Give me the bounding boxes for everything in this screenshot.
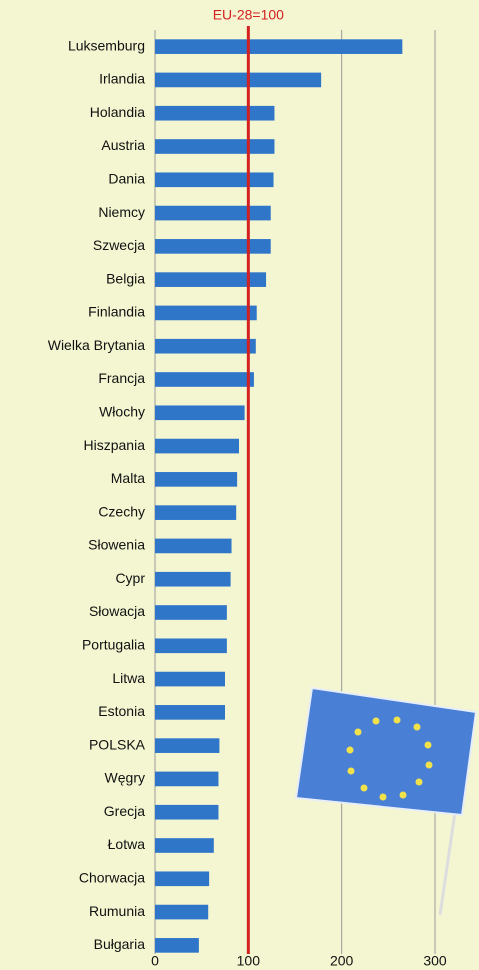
y-tick-label: Łotwa — [108, 836, 146, 852]
bar — [155, 638, 227, 653]
bar — [155, 672, 225, 687]
bar — [155, 139, 274, 154]
bar — [155, 871, 209, 886]
y-tick-label: Belgia — [106, 270, 145, 286]
y-tick-label: Szwecja — [93, 237, 145, 253]
bar — [155, 539, 232, 554]
x-tick-label: 200 — [330, 953, 354, 969]
y-tick-label: Litwa — [112, 670, 145, 686]
bar — [155, 605, 227, 620]
bar — [155, 938, 199, 953]
y-tick-label: Wielka Brytania — [48, 337, 145, 353]
bar — [155, 772, 218, 787]
bar — [155, 206, 271, 221]
bar — [155, 405, 245, 420]
y-tick-label: Bułgaria — [94, 936, 146, 952]
bar — [155, 805, 218, 820]
x-tick-label: 300 — [423, 953, 447, 969]
y-tick-label: Chorwacja — [79, 869, 145, 885]
y-tick-label: Estonia — [98, 703, 145, 719]
chart: 0 100 200 300 Luksemburg Irlandia Holandia Aust… — [0, 0, 479, 970]
y-tick-label: Cypr — [115, 570, 145, 586]
bar — [155, 372, 254, 387]
bar — [155, 472, 237, 487]
y-tick-label: Francja — [98, 370, 145, 386]
reference-label: EU-28=100 — [213, 7, 284, 23]
y-tick-label: Niemcy — [98, 204, 145, 220]
bar — [155, 838, 214, 853]
bar — [155, 39, 402, 54]
y-tick-label: Słowacja — [89, 603, 145, 619]
x-tick-label: 100 — [237, 953, 261, 969]
y-tick-label: Malta — [111, 470, 145, 486]
bar — [155, 172, 274, 187]
y-tick-label: POLSKA — [89, 736, 146, 752]
y-tick-label: Grecja — [104, 803, 145, 819]
bar — [155, 439, 239, 454]
bar — [155, 73, 321, 88]
y-tick-label: Słowenia — [88, 537, 145, 553]
bar — [155, 572, 231, 587]
y-tick-label: Dania — [108, 170, 145, 186]
bar — [155, 738, 219, 753]
y-tick-label: Włochy — [99, 403, 145, 419]
y-tick-label: Holandia — [90, 104, 145, 120]
y-tick-label: Irlandia — [99, 71, 145, 87]
y-tick-label: Hiszpania — [84, 437, 146, 453]
bar — [155, 705, 225, 720]
y-tick-label: Rumunia — [89, 903, 145, 919]
bar — [155, 106, 274, 121]
eu-flag — [296, 688, 476, 915]
bar — [155, 505, 236, 520]
y-tick-label: Austria — [101, 137, 145, 153]
y-tick-label: Czechy — [98, 503, 145, 519]
bar — [155, 905, 208, 920]
bar — [155, 339, 256, 354]
y-tick-label: Luksemburg — [68, 37, 145, 53]
bar — [155, 239, 271, 254]
bar — [155, 306, 257, 321]
y-tick-label: Portugalia — [82, 636, 145, 652]
x-tick-label: 0 — [151, 953, 159, 969]
y-tick-label: Finlandia — [88, 304, 145, 320]
y-tick-label: Węgry — [105, 770, 145, 786]
